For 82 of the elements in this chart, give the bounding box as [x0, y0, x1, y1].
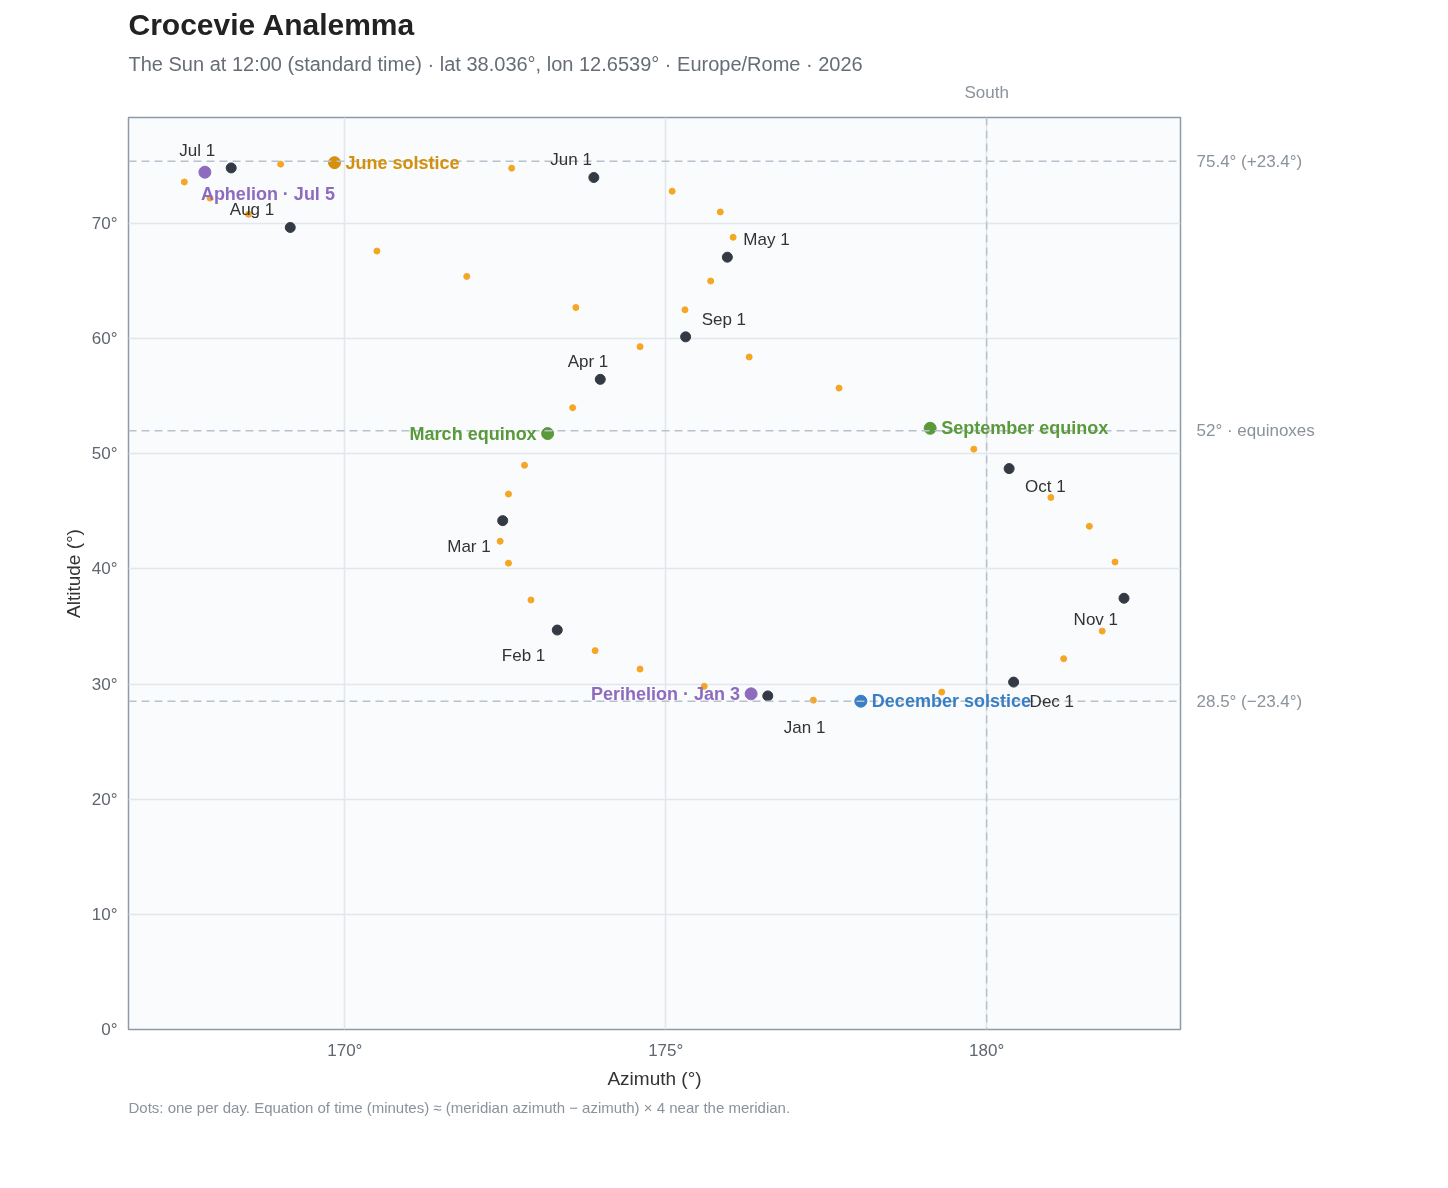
x-axis-title: Azimuth (°) — [607, 1067, 702, 1089]
point — [1008, 676, 1020, 688]
x-tick-label: 180° — [969, 1040, 1005, 1060]
point — [636, 343, 644, 351]
point — [328, 156, 342, 170]
annotation: Sep 1 — [701, 309, 747, 329]
annotation: Jul 1 — [179, 140, 216, 160]
point — [636, 665, 644, 673]
ref-line-label: South — [964, 82, 1009, 102]
series-label: December solstice — [871, 691, 1031, 712]
point — [854, 694, 868, 708]
point — [527, 596, 535, 604]
y-tick-label: 30° — [91, 674, 118, 694]
point — [680, 331, 692, 343]
point — [551, 624, 563, 636]
point — [463, 272, 471, 280]
point — [707, 277, 715, 285]
chart-subtitle: The Sun at 12:00 (standard time) · lat 38.036°, lon 12.6539° · Europe/Rome · 2026 — [128, 52, 863, 75]
point — [809, 696, 817, 704]
point — [504, 490, 512, 498]
annotation: May 1 — [743, 230, 790, 250]
point — [373, 247, 381, 255]
y-tick-label: 20° — [91, 789, 118, 809]
point — [198, 165, 212, 179]
y-tick-label: 60° — [91, 329, 118, 349]
point — [744, 687, 758, 701]
point — [681, 306, 689, 314]
point — [521, 461, 529, 469]
chart-title: Crocevie Analemma — [128, 7, 415, 41]
point — [1085, 522, 1093, 530]
point — [970, 445, 978, 453]
point — [1060, 655, 1068, 663]
point — [496, 537, 504, 545]
annotation: Jan 1 — [783, 717, 826, 737]
point — [180, 178, 188, 186]
series-label: Perihelion · Jan 3 — [591, 683, 741, 704]
ref-line-label: 75.4° (+23.4°) — [1196, 151, 1303, 171]
annotation: Mar 1 — [447, 536, 491, 556]
y-tick-label: 40° — [91, 559, 118, 579]
point — [588, 172, 600, 183]
annotation: Feb 1 — [501, 646, 546, 666]
point — [569, 404, 577, 412]
series-label: June solstice — [345, 152, 460, 173]
point — [1098, 627, 1106, 635]
point — [923, 421, 937, 435]
point — [594, 373, 606, 385]
point — [729, 233, 737, 241]
point — [1047, 494, 1055, 501]
annotation: Oct 1 — [1025, 476, 1066, 496]
annotation: Nov 1 — [1073, 610, 1119, 630]
point — [591, 647, 599, 655]
point — [284, 221, 296, 233]
point — [745, 353, 753, 361]
series-label: March equinox — [409, 423, 537, 444]
annotation: Jun 1 — [550, 150, 592, 170]
point — [572, 304, 580, 311]
point — [721, 251, 733, 263]
point — [1003, 463, 1015, 475]
point — [504, 559, 512, 567]
y-axis-title: Altitude (°) — [62, 529, 84, 618]
point — [277, 160, 285, 168]
ref-line-label: 28.5° (−23.4°) — [1196, 691, 1303, 711]
x-tick-label: 175° — [648, 1040, 684, 1060]
y-tick-label: 10° — [91, 904, 118, 924]
point — [508, 164, 516, 172]
point — [1111, 558, 1119, 566]
y-tick-label: 50° — [91, 444, 118, 464]
point — [835, 384, 843, 392]
y-tick-label: 70° — [91, 213, 118, 233]
ref-line-label: 52° · equinoxes — [1196, 421, 1315, 441]
annotation: Apr 1 — [567, 352, 609, 372]
series-label: September equinox — [941, 418, 1109, 439]
text: Dots: one per day. Equation of time (minutes) ≈ (meridian azimuth − azimuth) × 4 near the meridian. — [128, 1098, 791, 1116]
x-tick-label: 170° — [327, 1040, 363, 1060]
point — [497, 515, 509, 527]
point — [762, 690, 774, 702]
point — [668, 187, 676, 195]
point — [541, 427, 555, 441]
point — [716, 208, 724, 216]
point — [1118, 592, 1130, 604]
point — [225, 162, 237, 174]
y-tick-label: 0° — [101, 1020, 118, 1039]
